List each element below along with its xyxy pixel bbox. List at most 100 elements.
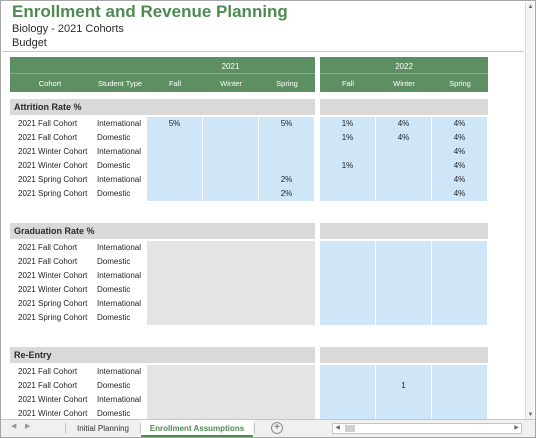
table-row: 2021 Fall Cohort International: [10, 365, 490, 379]
input-cell[interactable]: [203, 159, 259, 173]
input-cell[interactable]: [432, 365, 488, 379]
input-cell[interactable]: 4%: [432, 117, 488, 131]
input-cell[interactable]: [320, 311, 376, 325]
input-cell[interactable]: [432, 269, 488, 283]
input-cell[interactable]: [376, 159, 432, 173]
input-cell[interactable]: [376, 407, 432, 419]
section-header: Re-Entry: [10, 347, 315, 363]
input-cell[interactable]: [203, 145, 259, 159]
input-cell[interactable]: 4%: [432, 159, 488, 173]
tab-divider: [65, 423, 66, 434]
student-type-cell: Domestic: [97, 285, 131, 294]
input-cell[interactable]: [147, 187, 203, 201]
input-cell[interactable]: 5%: [147, 117, 203, 131]
table-row: 2021 Fall Cohort Domestic 1% 4% 4%: [10, 131, 490, 145]
input-cell[interactable]: [376, 311, 432, 325]
locked-cell-block: [147, 379, 315, 393]
locked-cell-block: [147, 393, 315, 407]
scroll-right-icon[interactable]: ▶: [514, 425, 519, 431]
input-cell[interactable]: [376, 269, 432, 283]
input-cell[interactable]: 4%: [376, 131, 432, 145]
input-cell[interactable]: [147, 145, 203, 159]
input-cell[interactable]: [320, 407, 376, 419]
table-row: 2021 Fall Cohort International 5% 5% 1% 4% 4%: [10, 117, 490, 131]
input-cell[interactable]: 2%: [259, 187, 315, 201]
input-cell[interactable]: [320, 297, 376, 311]
cohort-cell: 2021 Fall Cohort: [18, 257, 78, 266]
input-cell[interactable]: [432, 255, 488, 269]
student-type-cell: Domestic: [97, 257, 131, 266]
input-cell[interactable]: [376, 241, 432, 255]
input-cell[interactable]: [259, 131, 315, 145]
input-cell[interactable]: [320, 173, 376, 187]
input-cell[interactable]: 4%: [432, 187, 488, 201]
input-cell[interactable]: [376, 187, 432, 201]
cohort-cell: 2021 Winter Cohort: [18, 271, 88, 280]
input-cell[interactable]: 1: [376, 379, 432, 393]
student-type-cell: International: [97, 175, 142, 184]
student-type-cell: Domestic: [97, 189, 131, 198]
input-cell[interactable]: [147, 131, 203, 145]
input-cell[interactable]: [203, 117, 259, 131]
horizontal-scrollbar[interactable]: ◀ ▶: [332, 423, 522, 434]
input-cell[interactable]: 4%: [432, 145, 488, 159]
input-cell[interactable]: [320, 365, 376, 379]
input-cell[interactable]: [203, 173, 259, 187]
input-cell[interactable]: [320, 269, 376, 283]
locked-cell-block: [147, 283, 315, 297]
input-cell[interactable]: [320, 379, 376, 393]
input-cell[interactable]: [320, 187, 376, 201]
tab-enrollment-assumptions[interactable]: Enrollment Assumptions: [141, 420, 253, 437]
student-type-cell: International: [97, 147, 142, 156]
input-cell[interactable]: [376, 145, 432, 159]
triangle-left-icon[interactable]: ◀: [11, 423, 17, 430]
input-cell[interactable]: [376, 173, 432, 187]
scroll-down-icon[interactable]: ▼: [527, 412, 534, 418]
input-cell[interactable]: [376, 297, 432, 311]
input-cell[interactable]: [432, 241, 488, 255]
input-cell[interactable]: [376, 365, 432, 379]
locked-cell-block: [147, 407, 315, 419]
scroll-thumb[interactable]: [345, 425, 355, 432]
triangle-right-icon[interactable]: ▶: [25, 423, 31, 430]
input-cell[interactable]: 4%: [432, 131, 488, 145]
input-cell[interactable]: [432, 283, 488, 297]
section-title: Attrition Rate %: [14, 102, 82, 112]
input-cell[interactable]: [320, 145, 376, 159]
input-cell[interactable]: [432, 379, 488, 393]
vertical-scrollbar[interactable]: ▲ ▼: [525, 2, 534, 420]
input-cell[interactable]: [376, 393, 432, 407]
input-cell[interactable]: [320, 283, 376, 297]
input-cell[interactable]: 2%: [259, 173, 315, 187]
input-cell[interactable]: [147, 159, 203, 173]
input-cell[interactable]: [432, 393, 488, 407]
input-cell[interactable]: 4%: [376, 117, 432, 131]
input-cell[interactable]: [147, 173, 203, 187]
student-type-cell: International: [97, 243, 142, 252]
input-cell[interactable]: [259, 145, 315, 159]
input-cell[interactable]: [320, 393, 376, 407]
student-type-cell: International: [97, 299, 142, 308]
scroll-up-icon[interactable]: ▲: [527, 4, 534, 10]
plus-circle-icon[interactable]: +: [271, 422, 283, 434]
input-cell[interactable]: [320, 255, 376, 269]
table-row: 2021 Winter Cohort Domestic: [10, 407, 490, 419]
input-cell[interactable]: 1%: [320, 117, 376, 131]
input-cell[interactable]: [432, 311, 488, 325]
input-cell[interactable]: [203, 131, 259, 145]
input-cell[interactable]: 1%: [320, 131, 376, 145]
input-cell[interactable]: [376, 255, 432, 269]
input-cell[interactable]: [376, 283, 432, 297]
tab-initial-planning[interactable]: Initial Planning: [76, 424, 130, 433]
input-cell[interactable]: [203, 187, 259, 201]
input-cell[interactable]: [432, 297, 488, 311]
scroll-left-icon[interactable]: ◀: [335, 425, 340, 431]
table-row: 2021 Winter Cohort International: [10, 269, 490, 283]
input-cell[interactable]: 5%: [259, 117, 315, 131]
input-cell[interactable]: 1%: [320, 159, 376, 173]
input-cell[interactable]: [259, 159, 315, 173]
input-cell[interactable]: [432, 407, 488, 419]
input-cell[interactable]: [320, 241, 376, 255]
input-cell[interactable]: 4%: [432, 173, 488, 187]
section-title: Graduation Rate %: [14, 226, 95, 236]
